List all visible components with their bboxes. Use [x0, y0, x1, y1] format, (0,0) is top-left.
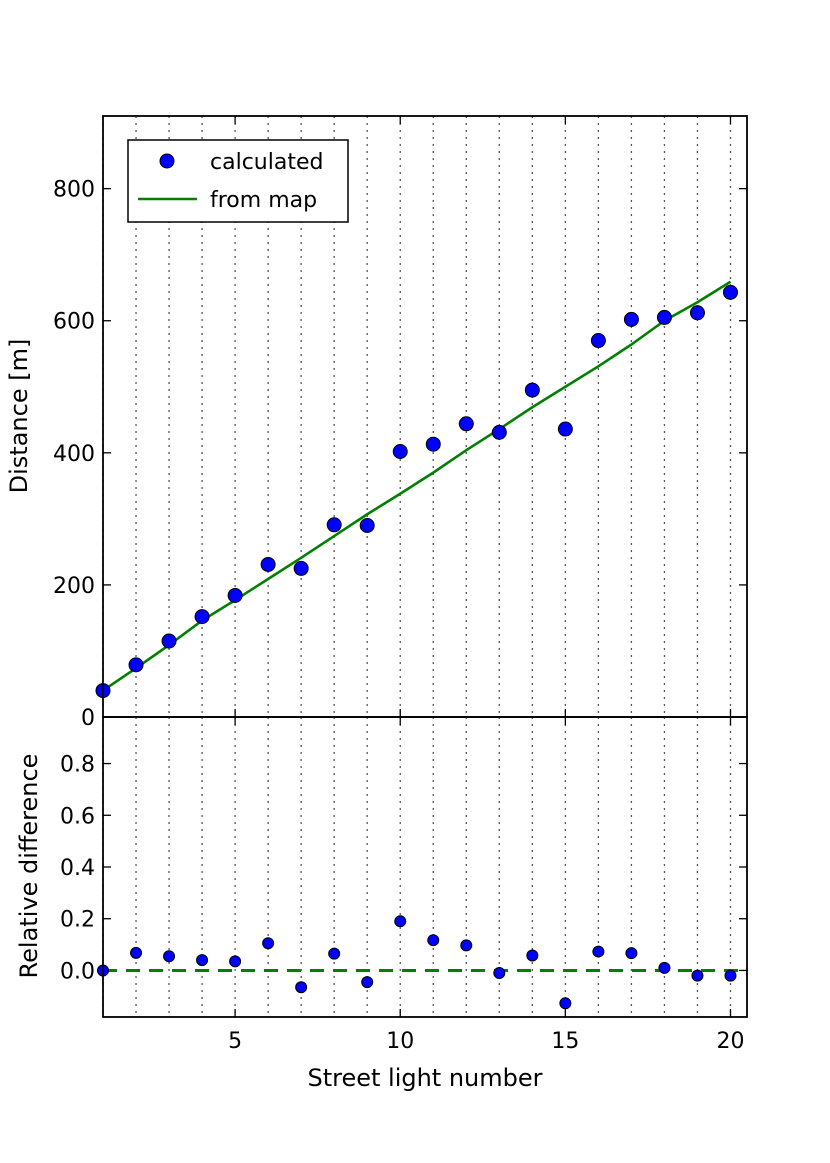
- data-point: [361, 976, 374, 989]
- from-map-line: [102, 280, 732, 692]
- legend-marker-calculated: [159, 153, 175, 169]
- top-panel: 0 200 400 600 800 calculated from map: [53, 115, 748, 731]
- legend-box: [127, 139, 349, 223]
- data-point: [592, 945, 605, 958]
- legend-label-calculated: calculated: [210, 150, 323, 175]
- x-tick-label: 20: [716, 1029, 744, 1054]
- data-point: [524, 382, 540, 398]
- data-point: [326, 517, 342, 533]
- data-point: [130, 946, 143, 959]
- data-point: [425, 436, 441, 452]
- data-point: [458, 416, 474, 432]
- data-point: [194, 609, 210, 625]
- data-point: [163, 950, 176, 963]
- legend-label-from-map: from map: [210, 188, 317, 213]
- y-tick-label: 600: [53, 310, 95, 335]
- data-point: [328, 947, 341, 960]
- data-point: [229, 955, 242, 968]
- data-point: [392, 444, 408, 460]
- data-point: [623, 311, 639, 327]
- y-tick-label: 0: [81, 706, 95, 731]
- y-tick-label: 800: [53, 178, 95, 203]
- data-point: [491, 424, 507, 440]
- data-point: [722, 284, 738, 300]
- data-point: [559, 997, 572, 1010]
- data-point: [724, 969, 737, 982]
- data-point: [590, 333, 606, 349]
- data-point: [128, 657, 144, 673]
- data-point: [557, 421, 573, 437]
- top-ylabel: Distance [m]: [5, 339, 33, 494]
- y-tick-label: 200: [53, 574, 95, 599]
- bottom-panel: 0.0 0.2 0.4 0.6 0.8 5 10 15 20: [60, 716, 748, 1054]
- bottom-ylabel: Relative difference: [15, 754, 43, 979]
- data-point: [196, 954, 209, 967]
- x-tick-label: 10: [386, 1029, 414, 1054]
- data-point: [427, 934, 440, 947]
- y-tick-label: 400: [53, 442, 95, 467]
- y-tick-label: 0.8: [60, 753, 95, 778]
- data-point: [394, 915, 407, 928]
- legend: calculated from map: [127, 139, 349, 223]
- x-tick-label: 5: [228, 1029, 242, 1054]
- data-point: [260, 556, 276, 572]
- data-point: [359, 517, 375, 533]
- bottom-xlabel: Street light number: [307, 1064, 542, 1092]
- x-tick-label: 15: [551, 1029, 579, 1054]
- y-tick-label: 0.2: [60, 908, 95, 933]
- y-tick-label: 0.6: [60, 804, 95, 829]
- y-tick-label: 0.0: [60, 959, 95, 984]
- data-point: [293, 560, 309, 576]
- data-point: [227, 587, 243, 603]
- data-point: [625, 947, 638, 960]
- data-point: [689, 305, 705, 321]
- data-point: [526, 949, 539, 962]
- data-point: [658, 961, 671, 974]
- data-point: [691, 969, 704, 982]
- data-point: [656, 309, 672, 325]
- y-tick-label: 0.4: [60, 856, 95, 881]
- plot-frame: [102, 716, 748, 1018]
- data-point: [262, 937, 275, 950]
- data-point: [460, 939, 473, 952]
- data-point: [295, 981, 308, 994]
- data-point: [161, 633, 177, 649]
- data-point: [493, 967, 506, 980]
